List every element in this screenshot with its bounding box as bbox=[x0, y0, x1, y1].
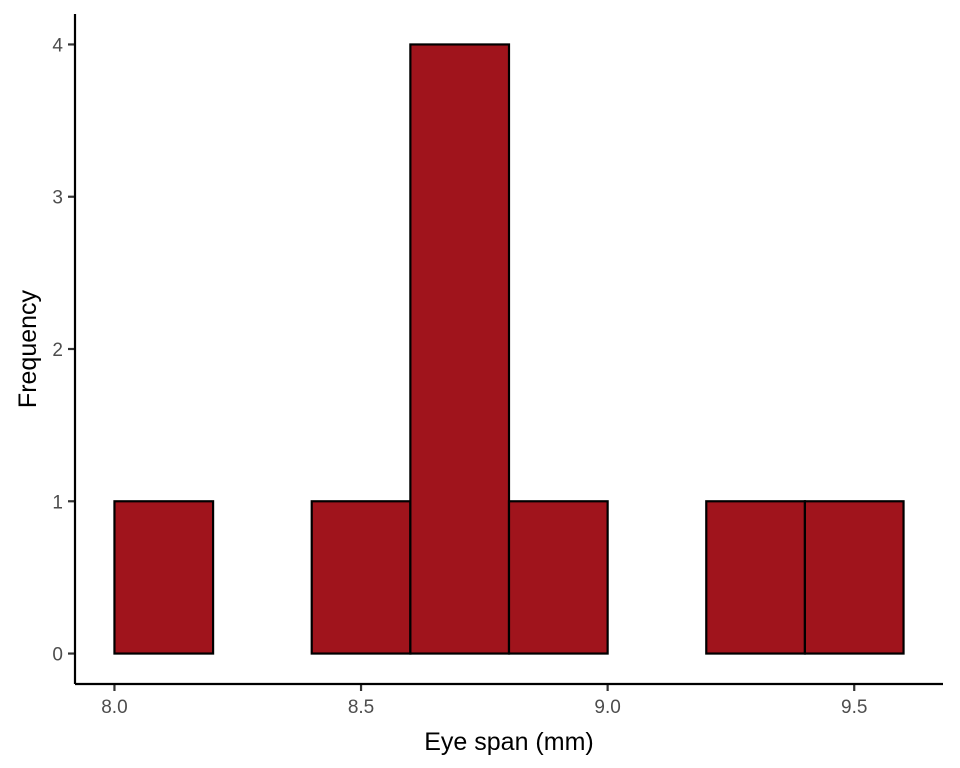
y-tick-label-0: 0 bbox=[52, 645, 63, 666]
x-tick-label-0: 8.0 bbox=[101, 697, 127, 718]
y-tick-label-3: 3 bbox=[52, 188, 63, 209]
x-axis-ticks: 8.0 8.5 9.0 9.5 bbox=[101, 684, 867, 718]
histogram-bar-2 bbox=[310, 500, 412, 655]
histogram-bar-3 bbox=[409, 43, 511, 655]
y-axis-title: Frequency bbox=[14, 289, 42, 408]
y-tick-label-2: 2 bbox=[52, 340, 63, 361]
bars-group bbox=[113, 43, 905, 655]
y-tick-label-1: 1 bbox=[52, 492, 63, 513]
histogram-bar-4 bbox=[507, 500, 609, 655]
x-tick-label-1: 8.5 bbox=[348, 697, 374, 718]
x-axis-title: Eye span (mm) bbox=[424, 728, 593, 756]
y-axis-ticks: 0 1 2 3 4 bbox=[52, 35, 75, 666]
histogram-bar-0 bbox=[113, 500, 215, 655]
histogram-bar-7 bbox=[803, 500, 905, 655]
x-tick-label-3: 9.5 bbox=[841, 697, 867, 718]
histogram-bar-6 bbox=[705, 500, 807, 655]
x-tick-label-2: 9.0 bbox=[594, 697, 620, 718]
y-tick-label-4: 4 bbox=[52, 35, 63, 56]
